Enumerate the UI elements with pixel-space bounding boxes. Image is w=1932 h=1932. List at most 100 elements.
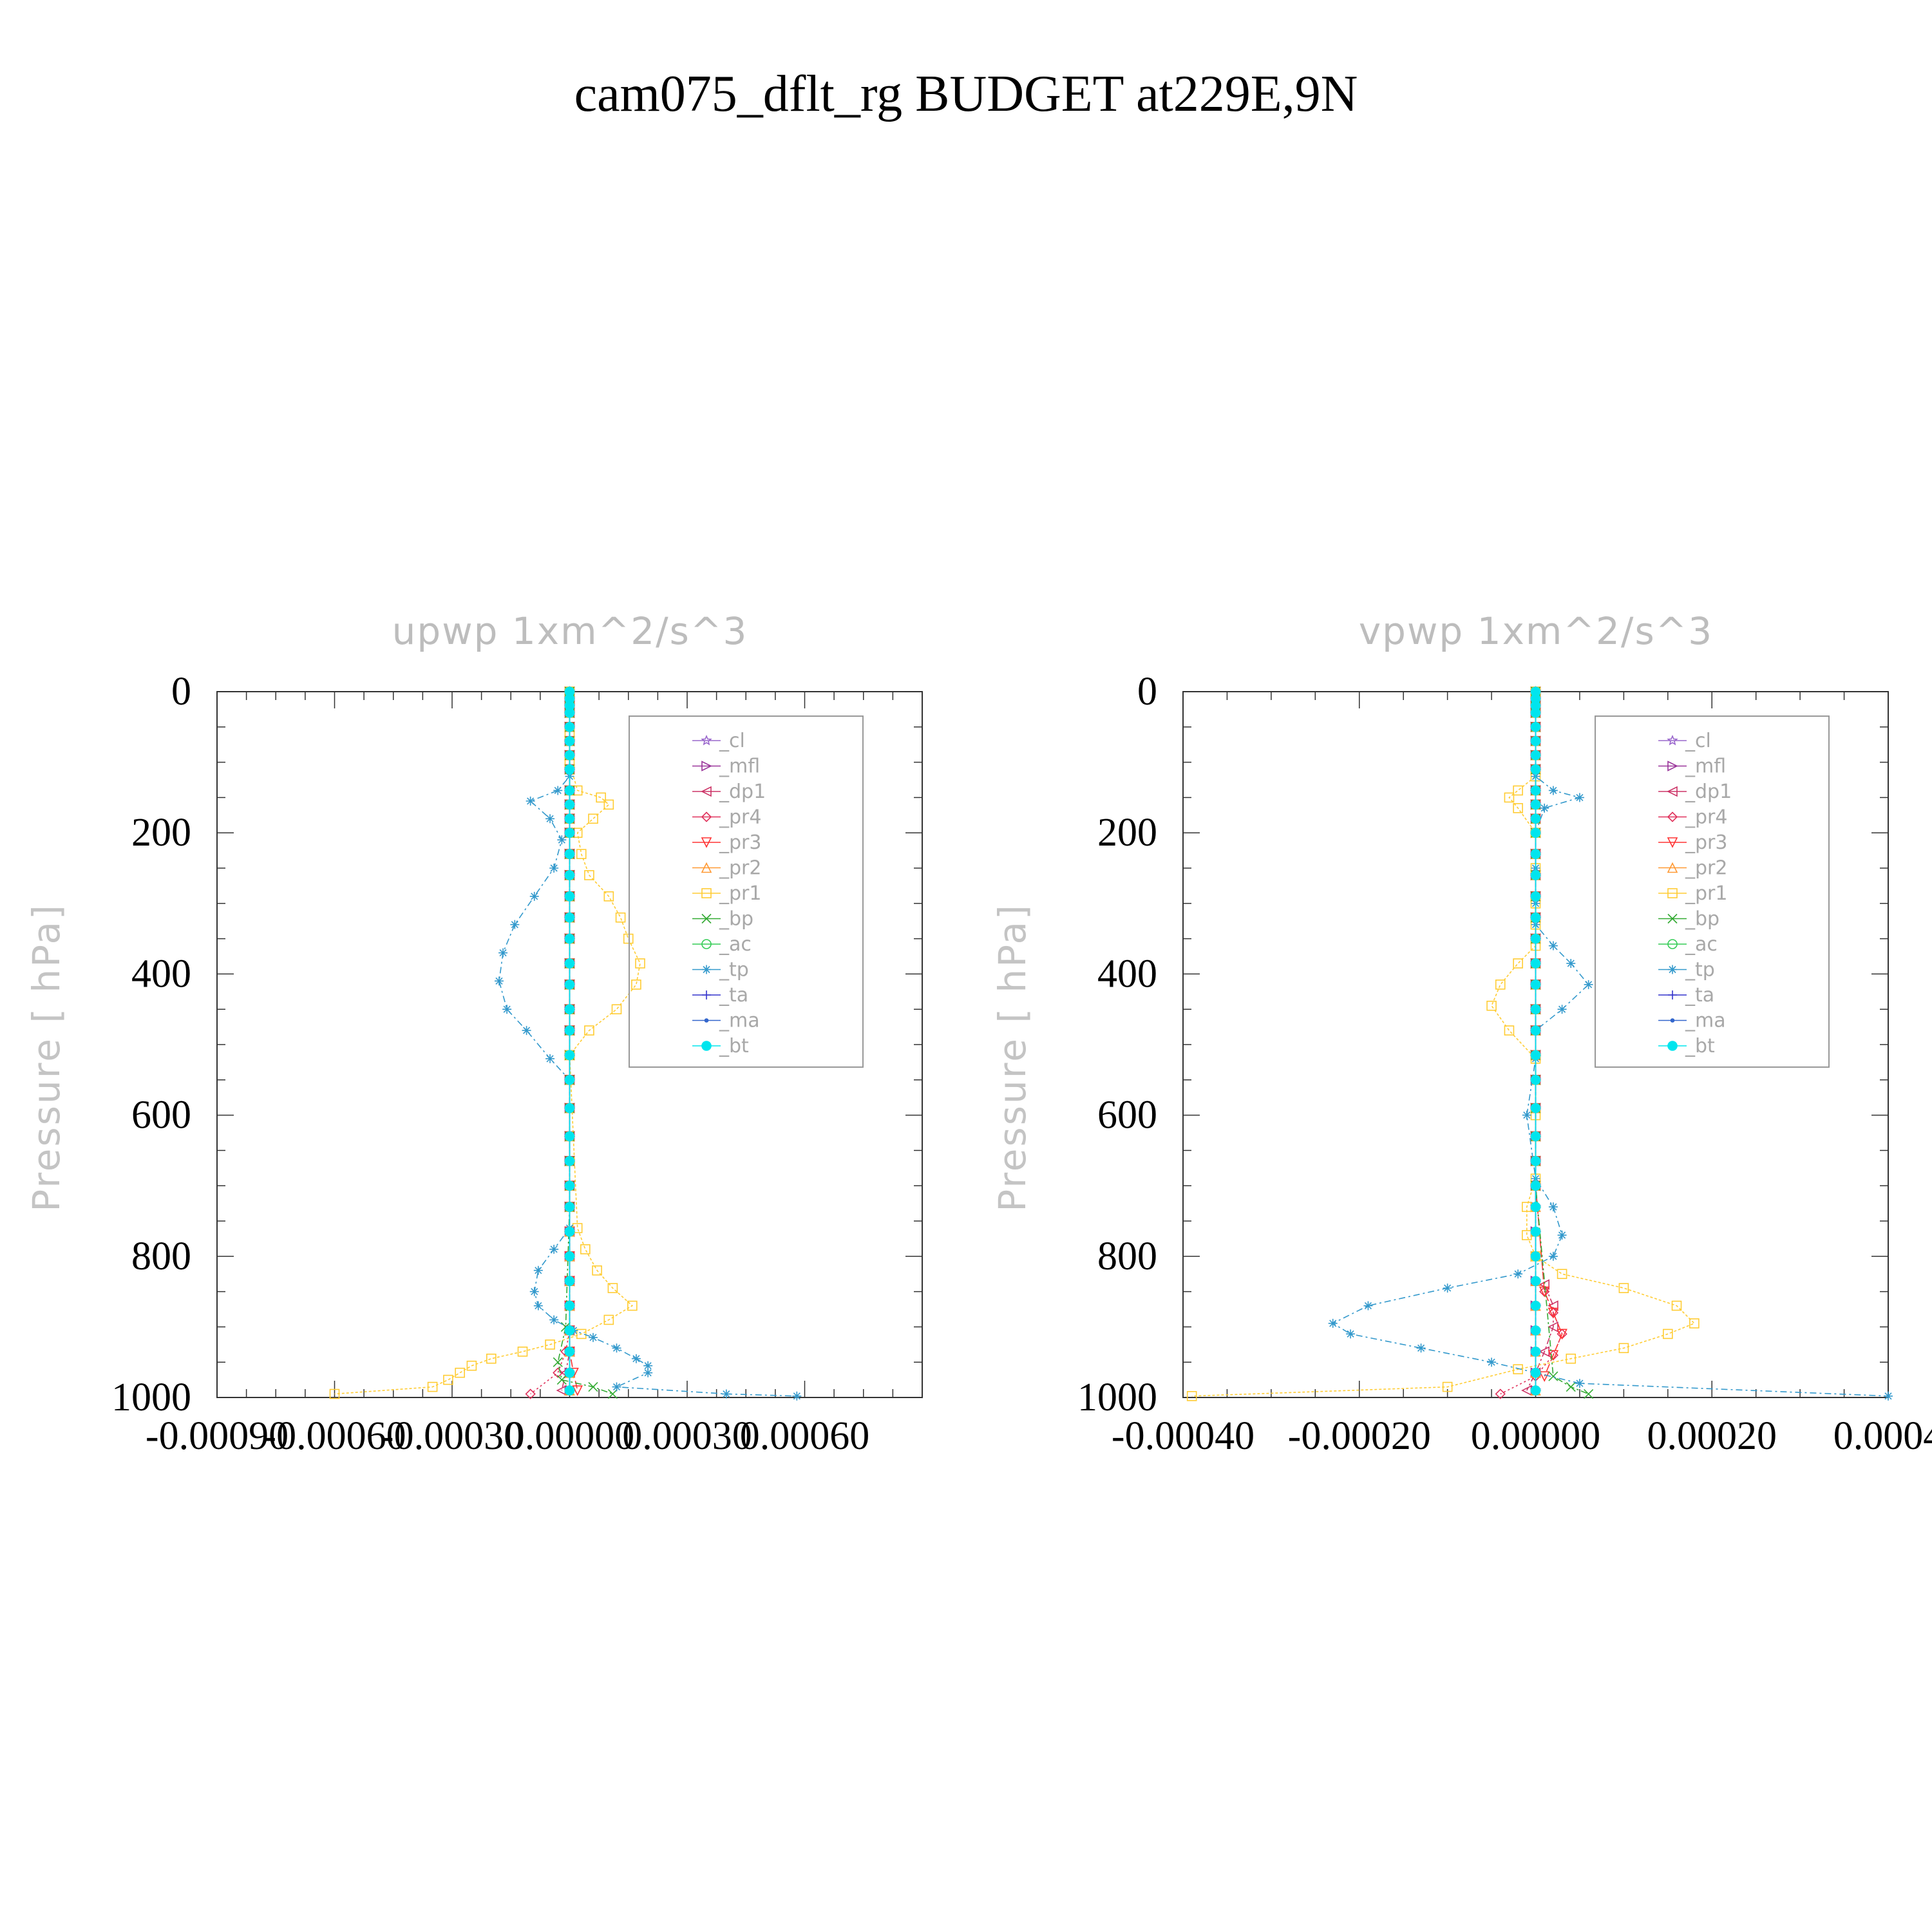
data-point (1504, 792, 1515, 803)
x-tick-label: 0.00000 (505, 1414, 635, 1458)
data-point (1530, 912, 1541, 923)
data-point (1530, 849, 1541, 859)
legend-marker (1667, 837, 1678, 848)
data-point (603, 891, 614, 902)
data-point (564, 980, 575, 990)
data-point (1513, 785, 1523, 796)
data-point (1566, 1353, 1577, 1364)
data-point (1530, 764, 1541, 775)
y-tick-label: 0 (171, 670, 191, 714)
data-point (564, 708, 575, 718)
data-point (592, 1265, 602, 1276)
data-point (564, 828, 575, 838)
legend-marker (1667, 811, 1678, 822)
legend-marker (1667, 786, 1678, 797)
data-point (1575, 793, 1584, 802)
legend-entry: _mfl (719, 755, 760, 778)
y-tick-label: 600 (1097, 1094, 1157, 1137)
data-point (427, 1381, 438, 1392)
x-tick-label: -0.00060 (263, 1414, 406, 1458)
data-point (486, 1353, 497, 1364)
legend-entry: _ta (1685, 984, 1714, 1007)
data-point (1618, 1283, 1629, 1293)
data-point (643, 1361, 653, 1370)
legend-entry: _pr3 (719, 831, 761, 854)
data-point (1584, 1388, 1594, 1399)
y-axis-label: Pressure [ hPa] (990, 903, 1034, 1211)
legend-marker (701, 913, 712, 924)
data-point (564, 1025, 575, 1036)
data-point (545, 1054, 555, 1063)
data-point (1521, 1385, 1532, 1396)
y-tick-label: 800 (131, 1235, 191, 1278)
legend-marker (1667, 761, 1678, 772)
legend-marker (701, 862, 712, 873)
data-point (1557, 1329, 1567, 1340)
data-point (564, 912, 575, 923)
data-point (1566, 1381, 1576, 1392)
legend-marker (1667, 939, 1678, 949)
data-point (623, 933, 634, 944)
data-point (564, 1050, 575, 1061)
legend-entry: _dp1 (1685, 781, 1732, 803)
data-point (549, 1315, 559, 1325)
data-point (1689, 1318, 1700, 1329)
data-point (1557, 1005, 1567, 1014)
y-tick-label: 1000 (1077, 1376, 1157, 1419)
legend-marker (701, 734, 712, 746)
legend-entry: _bp (719, 908, 753, 931)
data-point (584, 870, 594, 880)
series-pr1 (329, 687, 645, 1399)
legend-entry: _bt (1685, 1035, 1715, 1057)
legend-entry: _pr1 (719, 882, 761, 905)
y-tick-label: 400 (131, 952, 191, 996)
y-tick-label: 400 (1097, 952, 1157, 996)
data-point (564, 1075, 575, 1085)
data-point (553, 786, 563, 795)
data-point (1530, 1131, 1541, 1142)
data-point (557, 835, 567, 845)
legend-marker (701, 811, 712, 822)
data-point (572, 1385, 583, 1396)
y-axis-label: Pressure [ hPa] (24, 903, 68, 1211)
legend-entry: _pr3 (1685, 831, 1727, 854)
data-point (1530, 1050, 1541, 1061)
upwp-panel: upwp 1xm^2/s^3 Pressure [ hPa] 0 200 400 600 8… (24, 609, 923, 1458)
data-point (1530, 828, 1541, 838)
data-point (643, 1368, 653, 1378)
data-point (1530, 933, 1541, 944)
x-tick-label: 0.00060 (740, 1414, 870, 1458)
data-point (607, 1283, 618, 1293)
data-point (631, 1354, 641, 1363)
data-point (545, 814, 555, 824)
data-point (1530, 1325, 1541, 1336)
data-point (627, 1300, 638, 1311)
legend-marker (1667, 734, 1678, 746)
data-point (1548, 1202, 1558, 1212)
data-point (564, 1367, 575, 1378)
data-point (564, 1004, 575, 1014)
legend-entry: _ma (719, 1010, 760, 1032)
y-tick-label: 0 (1137, 670, 1157, 714)
data-point (1557, 1269, 1567, 1279)
data-point (612, 1343, 621, 1353)
x-tick-label: -0.00030 (381, 1414, 524, 1458)
vpwp-panel: vpwp 1xm^2/s^3 Pressure [ hPa] 0 200 400 600 8… (990, 609, 1932, 1458)
data-point (1530, 1156, 1541, 1166)
legend-entry: _ac (1685, 933, 1718, 956)
data-point (549, 864, 559, 873)
legend-entry: _bp (1685, 908, 1719, 931)
data-point (1540, 803, 1549, 813)
data-point (615, 912, 626, 923)
data-point (1530, 735, 1541, 746)
series-bp (553, 687, 618, 1399)
legend-box (629, 715, 864, 1068)
data-point (1575, 1379, 1584, 1388)
x-tick-label: 0.00000 (1471, 1414, 1601, 1458)
data-point (576, 849, 587, 859)
data-point (596, 792, 606, 803)
data-point (329, 1388, 340, 1399)
data-point (1443, 1283, 1452, 1293)
legend-entry: _ac (719, 933, 752, 956)
data-point (564, 1226, 575, 1237)
